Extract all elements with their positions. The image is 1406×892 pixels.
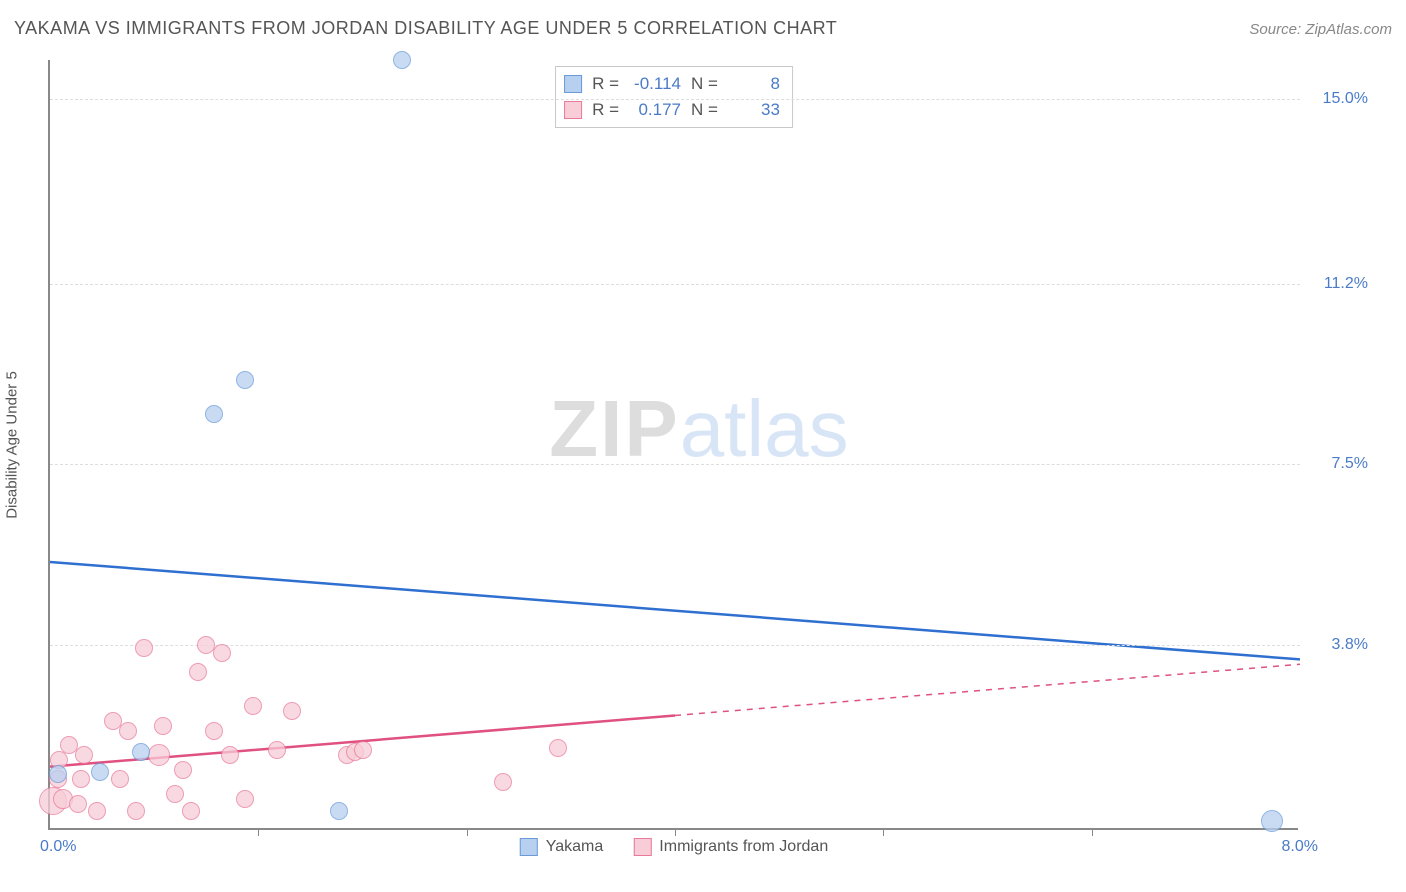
pink-point <box>119 722 137 740</box>
blue-point <box>393 51 411 69</box>
r-value-blue: -0.114 <box>625 71 681 97</box>
pink-point <box>236 790 254 808</box>
pink-point <box>127 802 145 820</box>
pink-point <box>189 663 207 681</box>
blue-point <box>330 802 348 820</box>
x-tick-max: 8.0% <box>1282 838 1318 856</box>
source-attribution: Source: ZipAtlas.com <box>1249 21 1392 38</box>
source-prefix: Source: <box>1249 21 1305 38</box>
blue-point <box>49 765 67 783</box>
blue-point <box>91 763 109 781</box>
pink-point <box>135 639 153 657</box>
pink-point <box>213 644 231 662</box>
pink-point <box>111 770 129 788</box>
pink-point <box>354 741 372 759</box>
y-tick-label: 11.2% <box>1308 275 1368 293</box>
n-value-pink: 33 <box>724 97 780 123</box>
pink-point <box>154 717 172 735</box>
legend-label-pink: Immigrants from Jordan <box>659 838 828 856</box>
correlation-row-pink: R = 0.177 N = 33 <box>564 97 780 123</box>
pink-point <box>88 802 106 820</box>
gridline-h <box>50 284 1300 285</box>
gridline-h <box>50 464 1300 465</box>
x-tick-mark <box>883 828 884 836</box>
x-tick-mark <box>1092 828 1093 836</box>
series-legend: Yakama Immigrants from Jordan <box>520 838 828 856</box>
pink-point <box>75 746 93 764</box>
r-label: R = <box>592 97 619 123</box>
pink-point <box>494 773 512 791</box>
legend-item-blue: Yakama <box>520 838 604 856</box>
watermark-zip: ZIP <box>549 384 679 473</box>
n-label: N = <box>691 97 718 123</box>
blue-point <box>205 405 223 423</box>
r-value-pink: 0.177 <box>625 97 681 123</box>
plot-container: Disability Age Under 5 ZIPatlas R = -0.1… <box>48 60 1328 830</box>
watermark-atlas: atlas <box>680 384 849 473</box>
blue-point <box>236 371 254 389</box>
n-label: N = <box>691 71 718 97</box>
swatch-blue <box>520 838 538 856</box>
y-tick-label: 7.5% <box>1308 455 1368 473</box>
legend-item-pink: Immigrants from Jordan <box>633 838 828 856</box>
blue-point <box>1261 810 1283 832</box>
regression-lines <box>50 60 1300 830</box>
x-tick-mark <box>467 828 468 836</box>
correlation-row-blue: R = -0.114 N = 8 <box>564 71 780 97</box>
pink-point <box>244 697 262 715</box>
source-name: ZipAtlas.com <box>1305 21 1392 38</box>
x-tick-mark <box>675 828 676 836</box>
swatch-pink <box>564 101 582 119</box>
watermark: ZIPatlas <box>549 383 848 475</box>
pink-point <box>205 722 223 740</box>
x-tick-mark <box>258 828 259 836</box>
correlation-legend: R = -0.114 N = 8 R = 0.177 N = 33 <box>555 66 793 128</box>
gridline-h <box>50 99 1300 100</box>
y-tick-label: 3.8% <box>1308 636 1368 654</box>
pink-point <box>549 739 567 757</box>
chart-header: YAKAMA VS IMMIGRANTS FROM JORDAN DISABIL… <box>14 18 1392 39</box>
pink-point <box>166 785 184 803</box>
pink-point <box>72 770 90 788</box>
chart-title: YAKAMA VS IMMIGRANTS FROM JORDAN DISABIL… <box>14 18 837 39</box>
pink-point <box>69 795 87 813</box>
y-tick-label: 15.0% <box>1308 90 1368 108</box>
swatch-blue <box>564 75 582 93</box>
r-label: R = <box>592 71 619 97</box>
x-tick-min: 0.0% <box>40 838 76 856</box>
pink-point <box>268 741 286 759</box>
pink-point <box>283 702 301 720</box>
pink-point <box>221 746 239 764</box>
gridline-h <box>50 645 1300 646</box>
swatch-pink <box>633 838 651 856</box>
pink-point <box>174 761 192 779</box>
legend-label-blue: Yakama <box>546 838 604 856</box>
blue-point <box>132 743 150 761</box>
pink-point <box>182 802 200 820</box>
plot-area: ZIPatlas R = -0.114 N = 8 R = 0.177 N = … <box>48 60 1298 830</box>
pink-point <box>148 744 170 766</box>
n-value-blue: 8 <box>724 71 780 97</box>
y-axis-label: Disability Age Under 5 <box>4 371 21 519</box>
